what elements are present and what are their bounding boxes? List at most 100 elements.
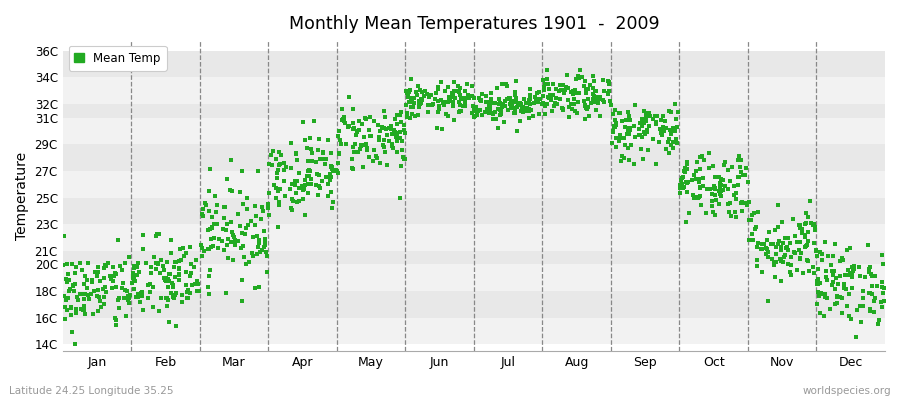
Point	[821, 253, 835, 259]
Point	[645, 116, 660, 122]
Point	[878, 285, 892, 291]
Point	[84, 290, 98, 297]
Point	[331, 170, 346, 176]
Point	[126, 272, 140, 278]
Point	[69, 306, 84, 312]
Point	[712, 201, 726, 207]
Point	[824, 282, 839, 288]
Point	[431, 86, 446, 92]
Point	[407, 100, 421, 106]
Point	[691, 195, 706, 202]
Point	[393, 111, 408, 118]
Point	[773, 258, 788, 265]
Point	[302, 167, 317, 174]
Point	[814, 289, 828, 296]
Point	[817, 239, 832, 246]
Point	[97, 301, 112, 308]
Point	[538, 103, 553, 109]
Point	[561, 85, 575, 92]
Point	[458, 100, 473, 106]
Point	[541, 93, 555, 100]
Point	[457, 95, 472, 102]
Legend: Mean Temp: Mean Temp	[68, 46, 166, 71]
Point	[342, 122, 356, 129]
Point	[360, 146, 374, 153]
Point	[633, 120, 647, 127]
Point	[760, 245, 774, 252]
Point	[742, 199, 756, 206]
Point	[377, 137, 392, 144]
Point	[388, 129, 402, 136]
Point	[459, 80, 473, 87]
Point	[298, 137, 312, 144]
Point	[729, 214, 743, 220]
Point	[90, 268, 104, 275]
Point	[163, 271, 177, 278]
Point	[718, 159, 733, 166]
Point	[798, 244, 813, 250]
Point	[223, 239, 238, 245]
Point	[292, 197, 306, 204]
Point	[246, 234, 260, 240]
Point	[161, 276, 176, 282]
Point	[508, 78, 523, 84]
Point	[325, 164, 339, 171]
Point	[620, 131, 634, 137]
Point	[229, 240, 243, 246]
Point	[431, 98, 446, 104]
Point	[810, 277, 824, 284]
Point	[386, 145, 400, 152]
Point	[849, 333, 863, 340]
Point	[204, 225, 219, 231]
Point	[707, 186, 722, 192]
Point	[172, 266, 186, 272]
Point	[791, 222, 806, 228]
Point	[133, 290, 148, 296]
Point	[767, 260, 781, 266]
Point	[216, 247, 230, 254]
Point	[871, 321, 886, 327]
Point	[586, 73, 600, 79]
Point	[772, 256, 787, 262]
Point	[166, 294, 181, 301]
Point	[118, 260, 132, 266]
Point	[858, 274, 872, 281]
Point	[221, 236, 236, 242]
Point	[577, 98, 591, 105]
Point	[523, 100, 537, 107]
Point	[357, 134, 372, 140]
Point	[300, 145, 314, 151]
Point	[776, 240, 790, 246]
Point	[522, 86, 536, 92]
Point	[104, 276, 118, 282]
Point	[809, 253, 824, 259]
Point	[672, 181, 687, 188]
Point	[572, 66, 587, 73]
Point	[626, 123, 641, 130]
Point	[235, 276, 249, 283]
Point	[283, 186, 297, 192]
Point	[680, 166, 694, 172]
Point	[287, 182, 302, 188]
Point	[356, 164, 370, 170]
Point	[663, 108, 678, 115]
Point	[468, 108, 482, 114]
Point	[688, 167, 703, 174]
Point	[819, 277, 833, 284]
Point	[538, 111, 553, 117]
Point	[156, 263, 170, 269]
Point	[109, 321, 123, 328]
Point	[805, 220, 819, 226]
Point	[818, 291, 832, 297]
Point	[316, 150, 330, 156]
Point	[714, 193, 728, 199]
Point	[720, 201, 734, 207]
Point	[635, 120, 650, 126]
Point	[136, 246, 150, 252]
Point	[809, 247, 824, 253]
Point	[673, 185, 688, 191]
Point	[830, 300, 844, 307]
Point	[774, 278, 788, 284]
Point	[220, 242, 235, 248]
Point	[301, 190, 315, 196]
